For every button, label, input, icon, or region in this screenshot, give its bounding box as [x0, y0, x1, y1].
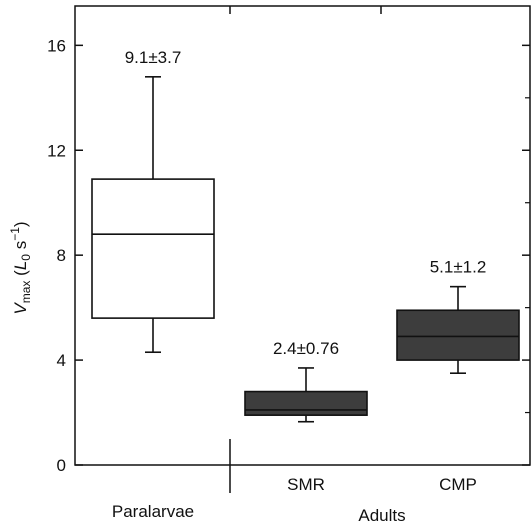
- y-label-var: L: [11, 261, 30, 270]
- boxes-layer: 9.1±3.7 2.4±0.76 5.1±1.2: [91, 48, 520, 423]
- y-tick-label: 4: [57, 351, 66, 370]
- y-tick-label: 12: [47, 141, 66, 160]
- plot-frame: [74, 5, 531, 466]
- x-category-label: SMR: [287, 475, 325, 494]
- box-paralarvae: 9.1±3.7: [91, 48, 215, 354]
- box-cmp: 5.1±1.2: [396, 258, 520, 375]
- y-tick-label: 8: [57, 246, 66, 265]
- y-label-main: V: [11, 302, 30, 315]
- group-label-adults: Adults: [358, 506, 405, 525]
- box-iqr: [91, 178, 215, 319]
- y-label-unit: s: [11, 241, 30, 254]
- box-iqr: [244, 390, 368, 416]
- group-label-paralarvae: Paralarvae: [112, 502, 194, 521]
- y-label-var-sub: 0: [19, 254, 33, 261]
- box-smr: 2.4±0.76: [244, 339, 368, 423]
- annotation-label: 5.1±1.2: [430, 258, 487, 277]
- x-category-label: CMP: [439, 475, 477, 494]
- y-label-close: ): [11, 221, 30, 227]
- annotation-label: 2.4±0.76: [273, 339, 339, 358]
- box-iqr: [396, 309, 520, 361]
- y-label-exp: −1: [8, 227, 22, 241]
- annotation-label: 9.1±3.7: [125, 48, 182, 67]
- y-label-sub: max: [19, 281, 33, 304]
- y-label-open: (: [11, 270, 30, 281]
- y-tick-label: 16: [47, 36, 66, 55]
- y-axis-label: Vmax (L0 s−1): [8, 221, 33, 314]
- x-axis-labels: SMR CMP Paralarvae Adults: [112, 475, 477, 525]
- y-axis: 0 4 8 12 16: [47, 36, 530, 475]
- y-tick-label: 0: [57, 456, 66, 475]
